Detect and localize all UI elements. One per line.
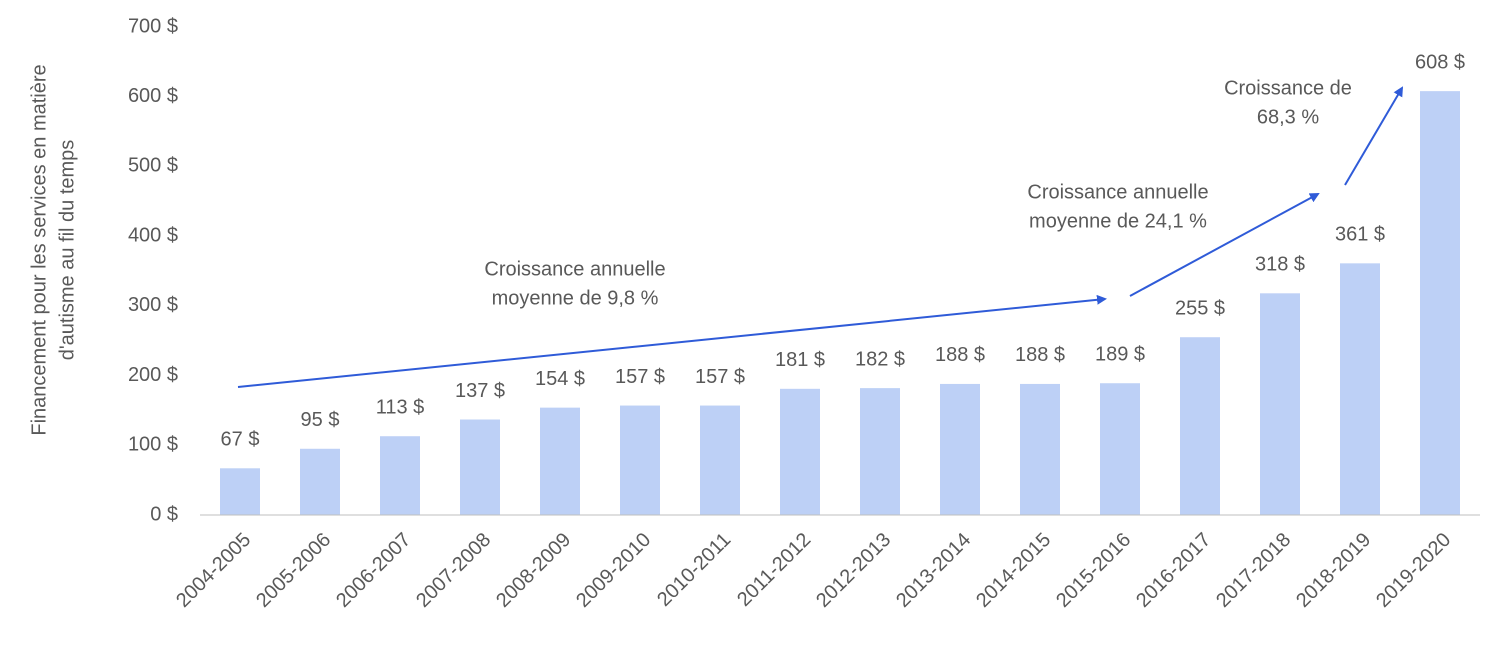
- value-label: 608 $: [1415, 51, 1465, 73]
- bar: [1420, 91, 1460, 515]
- x-tick-label: 2010-2011: [653, 529, 735, 611]
- x-tick-label: 2017-2018: [1212, 529, 1295, 612]
- bar: [540, 407, 580, 515]
- bar: [700, 405, 740, 515]
- x-tick-label: 2016-2017: [1132, 529, 1215, 612]
- annotation: Croissance de: [1224, 77, 1352, 99]
- bar: [1340, 263, 1380, 515]
- value-label: 113 $: [376, 397, 425, 419]
- y-axis-label: d'autisme au fil du temps: [56, 140, 78, 361]
- x-tick-label: 2012-2013: [812, 529, 895, 612]
- bar: [220, 468, 260, 515]
- bar: [1260, 293, 1300, 515]
- x-tick-label: 2007-2008: [412, 529, 495, 612]
- value-label: 255 $: [1175, 298, 1225, 320]
- x-tick-label: 2019-2020: [1372, 529, 1455, 612]
- value-label: 181 $: [775, 349, 825, 371]
- value-label: 157 $: [615, 366, 665, 388]
- bar: [1020, 383, 1060, 515]
- bar: [300, 448, 340, 515]
- value-label: 157 $: [695, 366, 745, 388]
- arrow: [1129, 193, 1320, 297]
- y-tick-label: 200 $: [128, 364, 178, 386]
- x-tick-label: 2005-2006: [252, 529, 335, 612]
- bar: [1100, 383, 1140, 515]
- y-tick-label: 100 $: [128, 434, 178, 456]
- y-tick-label: 700 $: [128, 15, 178, 37]
- value-label: 154 $: [535, 368, 585, 390]
- x-tick-label: 2009-2010: [572, 529, 655, 612]
- value-label: 182 $: [855, 348, 905, 370]
- bar: [860, 388, 900, 515]
- annotation: moyenne de 24,1 %: [1029, 210, 1207, 232]
- bar: [940, 383, 980, 515]
- x-tick-label: 2013-2014: [892, 529, 975, 612]
- annotation: Croissance annuelle: [484, 258, 665, 280]
- annotation: Croissance annuelle: [1027, 181, 1208, 203]
- value-label: 318 $: [1255, 254, 1305, 276]
- y-tick-label: 300 $: [128, 294, 178, 316]
- x-tick-label: 2014-2015: [972, 529, 1055, 612]
- value-label: 137 $: [455, 380, 505, 402]
- annotation: 68,3 %: [1257, 106, 1319, 128]
- arrow: [1344, 86, 1404, 186]
- value-label: 188 $: [1015, 344, 1065, 366]
- y-tick-label: 600 $: [128, 85, 178, 107]
- bar: [380, 436, 420, 515]
- x-tick-label: 2006-2007: [332, 529, 415, 612]
- y-axis-label: Financement pour les services en matière: [28, 64, 50, 435]
- y-tick-label: 500 $: [128, 155, 178, 177]
- value-label: 189 $: [1095, 344, 1145, 366]
- bar: [1180, 337, 1220, 515]
- bar: [460, 419, 500, 515]
- x-tick-label: 2004-2005: [172, 529, 255, 612]
- value-label: 95 $: [301, 409, 340, 431]
- value-label: 361 $: [1335, 224, 1385, 246]
- x-tick-label: 2018-2019: [1292, 529, 1375, 612]
- value-label: 188 $: [935, 344, 985, 366]
- bar: [620, 405, 660, 515]
- bar: [780, 388, 820, 515]
- y-tick-label: 400 $: [128, 224, 178, 246]
- x-tick-label: 2015-2016: [1052, 529, 1135, 612]
- x-tick-label: 2008-2009: [492, 529, 575, 612]
- value-label: 67 $: [221, 429, 260, 451]
- arrow: [237, 294, 1107, 388]
- y-tick-label: 0 $: [150, 503, 178, 525]
- x-tick-label: 2011-2012: [733, 529, 815, 611]
- annotation: moyenne de 9,8 %: [492, 287, 659, 309]
